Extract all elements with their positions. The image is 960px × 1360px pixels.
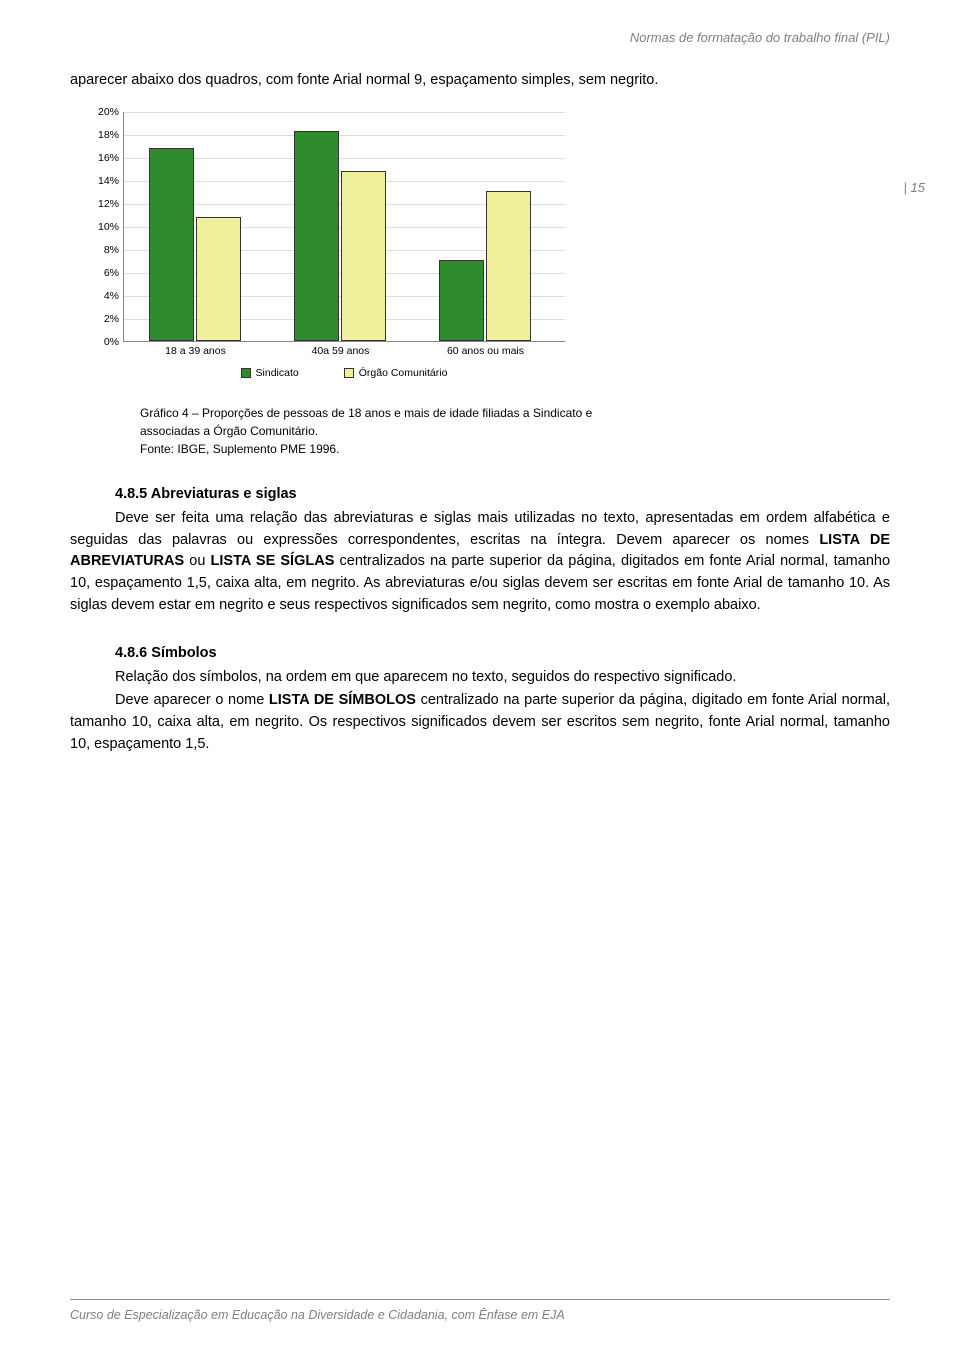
section-heading-485: 4.8.5 Abreviaturas e siglas	[115, 486, 890, 502]
caption-line-2: Fonte: IBGE, Suplemento PME 1996.	[140, 442, 339, 456]
legend-item: Sindicato	[241, 367, 299, 379]
y-tick-label: 16%	[86, 152, 119, 164]
bar	[149, 148, 194, 341]
intro-paragraph: aparecer abaixo dos quadros, com fonte A…	[70, 70, 890, 92]
chart-caption: Gráfico 4 – Proporções de pessoas de 18 …	[140, 404, 640, 458]
section-486-p2: Deve aparecer o nome LISTA DE SÍMBOLOS c…	[70, 690, 890, 755]
bar	[341, 171, 386, 341]
page-number: | 15	[904, 180, 925, 195]
y-tick-label: 20%	[86, 106, 119, 118]
y-tick-label: 0%	[86, 336, 119, 348]
page-footer: Curso de Especialização em Educação na D…	[70, 1308, 565, 1322]
y-tick-label: 14%	[86, 175, 119, 187]
y-tick-label: 18%	[86, 129, 119, 141]
legend-item: Órgão Comunitário	[344, 367, 448, 379]
y-tick-label: 6%	[86, 267, 119, 279]
x-axis-label: 40a 59 anos	[268, 345, 413, 357]
section-486-p1: Relação dos símbolos, na ordem em que ap…	[70, 667, 890, 689]
bar	[439, 260, 484, 341]
y-tick-label: 10%	[86, 221, 119, 233]
section-485-body: Deve ser feita uma relação das abreviatu…	[70, 508, 890, 617]
page-header: Normas de formatação do trabalho final (…	[70, 30, 890, 45]
bar	[196, 217, 241, 341]
bar	[294, 131, 339, 340]
x-axis-label: 60 anos ou mais	[413, 345, 558, 357]
x-axis-label: 18 a 39 anos	[123, 345, 268, 357]
bar-chart: 0%2%4%6%8%10%12%14%16%18%20% 18 a 39 ano…	[85, 112, 565, 379]
caption-line-1: Gráfico 4 – Proporções de pessoas de 18 …	[140, 406, 592, 438]
footer-divider	[70, 1299, 890, 1300]
bar	[486, 191, 531, 341]
y-tick-label: 8%	[86, 244, 119, 256]
section-heading-486: 4.8.6 Símbolos	[115, 645, 890, 661]
y-tick-label: 12%	[86, 198, 119, 210]
y-tick-label: 4%	[86, 290, 119, 302]
y-tick-label: 2%	[86, 313, 119, 325]
